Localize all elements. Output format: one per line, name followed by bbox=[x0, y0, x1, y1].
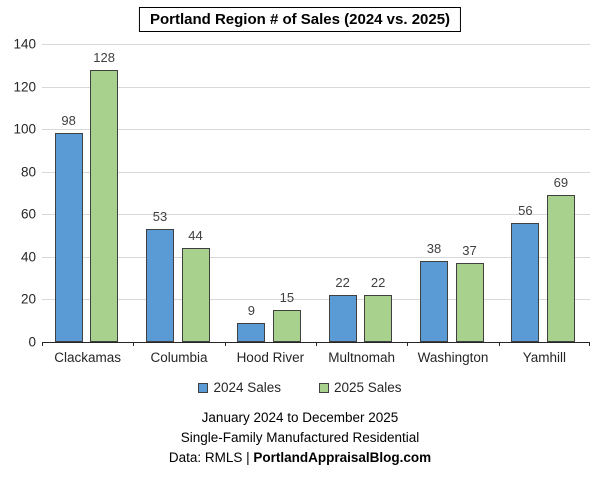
value-label-2025-sales-yamhill: 69 bbox=[553, 175, 569, 191]
x-axis-category-label-columbia: Columbia bbox=[150, 350, 208, 365]
gridline-y-140 bbox=[42, 44, 590, 45]
gridline-y-80 bbox=[42, 171, 590, 173]
value-label-2024-sales-multnomah: 22 bbox=[335, 275, 350, 291]
chart-footer: January 2024 to December 2025 Single-Fam… bbox=[0, 408, 600, 468]
legend-label-2024-sales: 2024 Sales bbox=[213, 380, 281, 395]
legend-label-2025-sales: 2025 Sales bbox=[334, 380, 402, 395]
bar-2024-sales-columbia bbox=[146, 229, 174, 342]
x-axis-tick bbox=[316, 342, 317, 346]
bar-2024-sales-clackamas bbox=[54, 133, 83, 342]
x-axis-tick bbox=[42, 342, 43, 346]
bar-2024-sales-yamhill bbox=[511, 222, 540, 342]
value-label-2025-sales-columbia: 44 bbox=[188, 228, 203, 244]
x-axis-category-label-yamhill: Yamhill bbox=[522, 350, 566, 365]
gridline-y-60 bbox=[42, 214, 590, 216]
legend-item-2024-sales: 2024 Sales bbox=[198, 380, 281, 395]
chart-title: Portland Region # of Sales (2024 vs. 202… bbox=[138, 7, 462, 32]
legend-swatch-2024-sales bbox=[198, 382, 209, 393]
value-label-2025-sales-multnomah: 22 bbox=[370, 275, 386, 291]
gridline-y-20 bbox=[42, 299, 590, 301]
bar-2025-sales-columbia bbox=[181, 248, 210, 342]
value-label-2025-sales-hood-river: 15 bbox=[279, 290, 295, 306]
x-axis-category-label-washington: Washington bbox=[417, 350, 489, 365]
bar-2024-sales-multnomah bbox=[328, 295, 357, 342]
x-axis-tick bbox=[133, 342, 135, 346]
value-label-2024-sales-yamhill: 56 bbox=[518, 202, 533, 218]
x-axis-tick bbox=[407, 342, 409, 346]
plot-area: 0 20 40 60 80 100 120 140 98 128 Clackamas 53 44 Colu… bbox=[13, 37, 590, 365]
y-axis-tick-label-140: 140 bbox=[13, 36, 36, 52]
footer-line-property-type: Single-Family Manufactured Residential bbox=[180, 430, 420, 445]
x-axis-category-label-clackamas: Clackamas bbox=[54, 350, 122, 365]
value-label-2024-sales-hood-river: 9 bbox=[247, 302, 255, 318]
bar-2025-sales-hood-river bbox=[272, 310, 301, 342]
bar-2025-sales-yamhill bbox=[546, 195, 575, 342]
footer-source-prefix: Data: RMLS | bbox=[168, 450, 254, 465]
gridline-y-40 bbox=[42, 256, 590, 258]
bar-2024-sales-hood-river bbox=[237, 322, 266, 342]
value-label-2024-sales-clackamas: 98 bbox=[61, 113, 76, 129]
x-axis-tick bbox=[224, 342, 226, 346]
x-axis-category-label-multnomah: Multnomah bbox=[328, 350, 396, 365]
x-axis-tick bbox=[498, 342, 500, 346]
value-label-2025-sales-washington: 37 bbox=[462, 243, 477, 259]
value-label-2025-sales-clackamas: 128 bbox=[93, 49, 116, 65]
y-axis-tick-label-0: 0 bbox=[28, 334, 36, 350]
gridline-y-120 bbox=[42, 86, 590, 88]
footer-line-source: Data: RMLS | PortlandAppraisalBlog.com bbox=[0, 448, 600, 468]
bar-2025-sales-washington bbox=[455, 263, 484, 342]
y-axis-tick-label-60: 60 bbox=[20, 206, 36, 222]
x-axis-category-label-hood-river: Hood River bbox=[236, 350, 305, 365]
value-label-2024-sales-columbia: 53 bbox=[152, 209, 168, 225]
bar-2024-sales-washington bbox=[420, 261, 448, 342]
y-axis-tick-label-40: 40 bbox=[20, 249, 36, 265]
footer-source-blog-name: PortlandAppraisalBlog.com bbox=[253, 450, 432, 465]
gridline-y-100 bbox=[42, 129, 590, 131]
legend-swatch-2025-sales bbox=[319, 382, 329, 393]
footer-line-date-range: January 2024 to December 2025 bbox=[201, 410, 399, 425]
value-label-2024-sales-washington: 38 bbox=[426, 241, 442, 257]
y-axis-tick-label-120: 120 bbox=[13, 79, 36, 95]
bar-2025-sales-multnomah bbox=[364, 295, 393, 342]
chart-legend: 2024 Sales 2025 Sales bbox=[0, 380, 600, 395]
y-axis-tick-label-100: 100 bbox=[13, 121, 36, 137]
y-axis-tick-label-20: 20 bbox=[20, 291, 36, 307]
x-axis-tick bbox=[589, 342, 590, 346]
legend-item-2025-sales: 2025 Sales bbox=[319, 380, 402, 395]
y-axis-tick-label-80: 80 bbox=[20, 164, 36, 180]
bar-2025-sales-clackamas bbox=[90, 69, 119, 342]
